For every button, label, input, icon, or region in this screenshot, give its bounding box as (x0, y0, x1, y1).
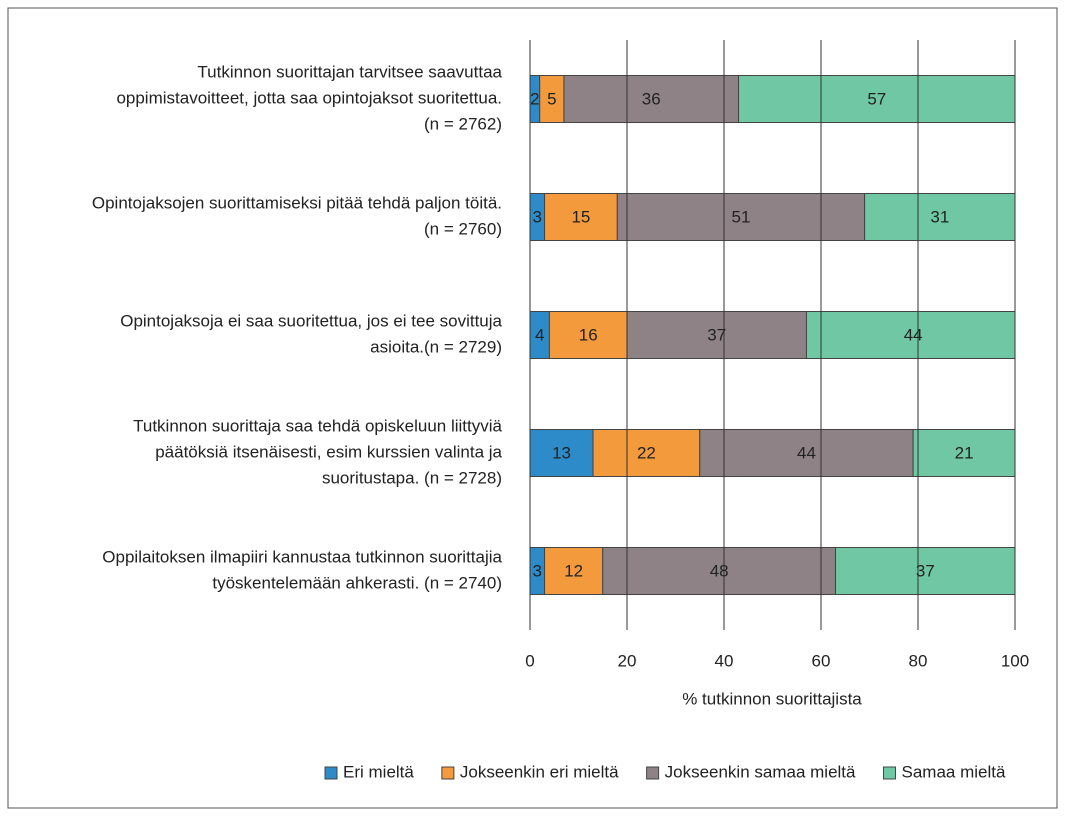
value-label: 51 (732, 207, 751, 226)
x-tick-label: 0 (525, 651, 534, 670)
legend-swatch (646, 766, 660, 780)
x-tick-label: 20 (618, 651, 637, 670)
value-label: 15 (571, 207, 590, 226)
value-label: 57 (867, 89, 886, 108)
category-label: Opintojaksoja ei saa suoritettua, jos ei… (120, 311, 502, 330)
x-tick-label: 60 (812, 651, 831, 670)
x-axis-label: % tutkinnon suorittajista (682, 689, 862, 708)
legend-swatch (441, 766, 455, 780)
bar-segment (699, 429, 914, 477)
value-label: 2 (530, 89, 539, 108)
value-label: 36 (642, 89, 661, 108)
category-label: päätöksiä itsenäisesti, esim kurssien va… (155, 442, 502, 461)
category-label: Opintojaksojen suorittamiseksi pitää teh… (92, 193, 502, 212)
legend-swatch (882, 766, 896, 780)
value-label: 3 (533, 561, 542, 580)
bar-segment (602, 547, 837, 595)
value-label: 12 (564, 561, 583, 580)
legend-swatch (324, 766, 338, 780)
bars (530, 75, 1015, 595)
value-label: 16 (579, 325, 598, 344)
value-label: 5 (547, 89, 556, 108)
category-label: (n = 2760) (424, 219, 502, 238)
value-label: 22 (637, 443, 656, 462)
category-label: suoritustapa. (n = 2728) (322, 468, 502, 487)
category-label: (n = 2762) (424, 114, 502, 133)
legend-label: Eri mieltä (343, 762, 414, 781)
value-label: 37 (707, 325, 726, 344)
bar-segment (835, 547, 1015, 595)
bar-segment (864, 193, 1015, 241)
value-label: 31 (930, 207, 949, 226)
category-label: Tutkinnon suorittajan tarvitsee saavutta… (197, 62, 502, 81)
value-label: 44 (797, 443, 816, 462)
bar-segment (912, 429, 1015, 477)
value-label: 48 (710, 561, 729, 580)
bar-segment (563, 75, 740, 123)
legend-label: Jokseenkin samaa mieltä (665, 762, 856, 781)
x-tick-label: 80 (909, 651, 928, 670)
value-label: 21 (955, 443, 974, 462)
value-label: 13 (552, 443, 571, 462)
value-label: 3 (533, 207, 542, 226)
category-label: asioita.(n = 2729) (370, 337, 502, 356)
legend-label: Jokseenkin eri mieltä (460, 762, 619, 781)
category-label: Oppilaitoksen ilmapiiri kannustaa tutkin… (102, 547, 502, 566)
bar-segment (626, 311, 807, 359)
value-label: 4 (535, 325, 544, 344)
category-label: oppimistavoitteet, jotta saa opintojakso… (116, 88, 502, 107)
bar-segment (548, 311, 628, 359)
bar-segment (738, 75, 1015, 123)
category-label: Tutkinnon suorittaja saa tehdä opiskeluu… (133, 416, 502, 435)
bar-segment (539, 75, 565, 123)
value-label: 44 (904, 325, 923, 344)
x-tick-label: 100 (1001, 651, 1029, 670)
legend-label: Samaa mieltä (901, 762, 1005, 781)
value-label: 37 (916, 561, 935, 580)
bar-segment (544, 547, 604, 595)
bar-segment (805, 311, 1015, 359)
x-tick-label: 40 (715, 651, 734, 670)
bar-segment (530, 429, 594, 477)
bar-segment (592, 429, 701, 477)
category-label: työskentelemään ahkerasti. (n = 2740) (212, 573, 502, 592)
frame (7, 7, 1058, 809)
